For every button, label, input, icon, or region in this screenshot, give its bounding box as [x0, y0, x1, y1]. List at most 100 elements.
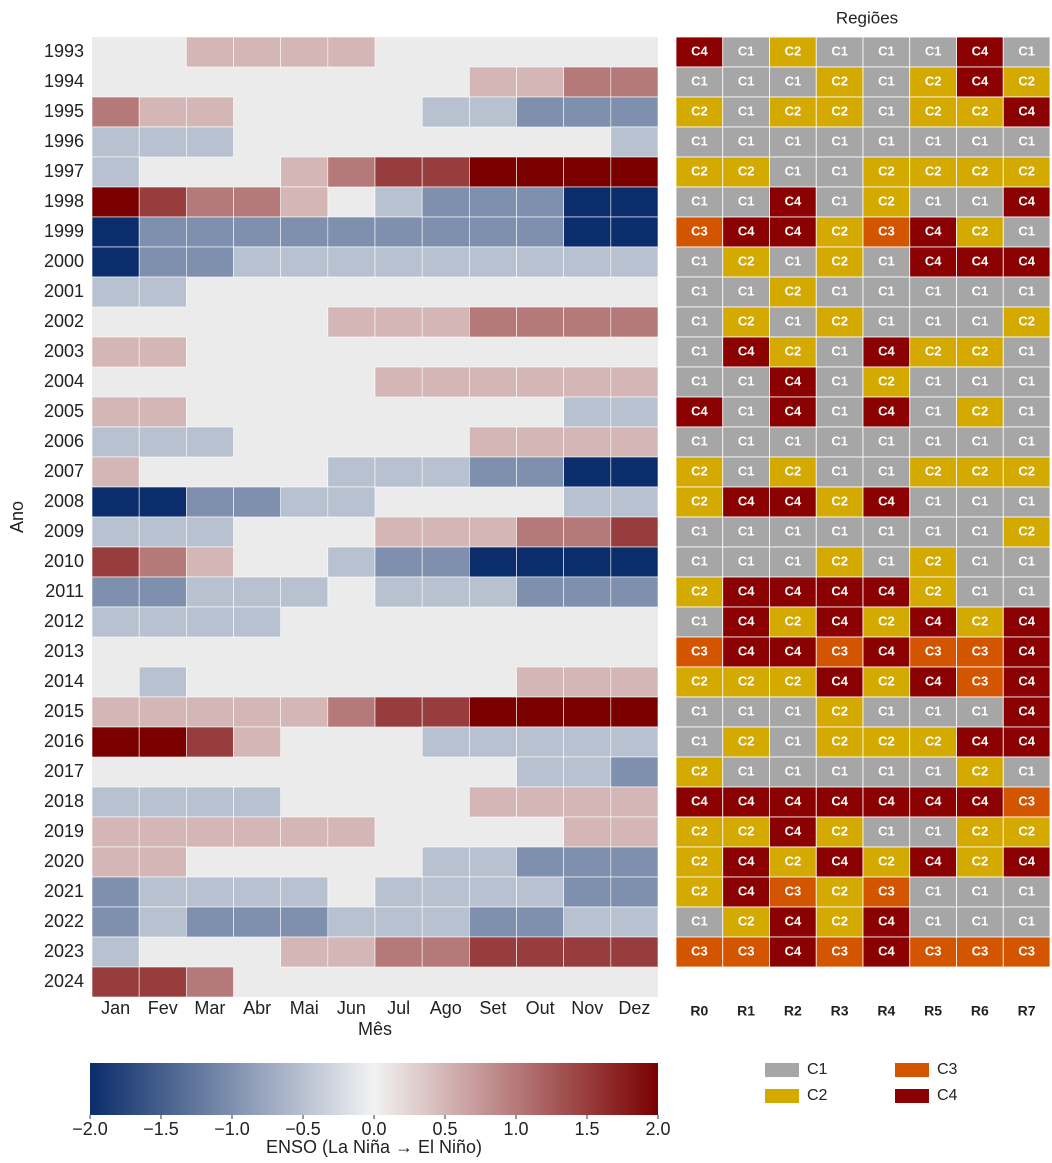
heat-cell — [469, 876, 517, 908]
heat-cell — [610, 456, 659, 488]
region-cell-label: C4 — [925, 223, 942, 238]
region-cell — [956, 876, 1004, 908]
region-cell-label: C4 — [878, 403, 895, 418]
heat-cell — [421, 516, 470, 548]
region-cell-label: C2 — [1018, 73, 1035, 88]
y-tick-label: 2022 — [44, 911, 84, 931]
heat-cell — [563, 366, 612, 398]
heat-cell — [610, 486, 659, 518]
x-tick-label: Mai — [290, 998, 319, 1018]
region-cell-label: C1 — [691, 703, 708, 718]
region-cell — [909, 96, 957, 128]
region-cell-label: C1 — [785, 73, 802, 88]
heat-cell — [516, 156, 564, 188]
region-cell — [722, 396, 770, 428]
region-cell-label: C1 — [831, 163, 848, 178]
region-cell-label: C2 — [831, 313, 848, 328]
region-cell-label: C4 — [1018, 613, 1035, 628]
heat-cell — [327, 906, 376, 938]
heat-cell — [516, 456, 564, 488]
region-cell — [909, 546, 957, 578]
region-cell-label: C2 — [831, 103, 848, 118]
region-cell-label: C1 — [972, 913, 989, 928]
y-tick-label: 2002 — [44, 311, 84, 331]
region-cell-label: C4 — [785, 403, 802, 418]
legend-label: C2 — [807, 1087, 828, 1104]
heat-cell — [374, 186, 423, 218]
heat-cell — [233, 816, 281, 848]
region-cell — [769, 216, 817, 248]
heat-cell — [91, 576, 140, 608]
region-cell-label: C4 — [691, 793, 708, 808]
heat-cell — [91, 876, 140, 908]
heat-cell — [516, 936, 564, 968]
region-label: R2 — [784, 1003, 802, 1019]
heat-cell — [516, 906, 564, 938]
region-cell-label: C2 — [738, 913, 755, 928]
region-cell-label: C1 — [738, 433, 755, 448]
heat-cell — [233, 246, 281, 278]
legend-swatch — [765, 1089, 799, 1103]
region-cell-label: C4 — [738, 853, 755, 868]
region-label: R6 — [971, 1003, 989, 1019]
heat-cell — [469, 786, 517, 818]
region-cell-label: C3 — [925, 943, 942, 958]
region-cell-label: C4 — [972, 733, 989, 748]
heat-cell — [610, 216, 659, 248]
heat-cell — [186, 486, 234, 518]
region-cell — [722, 816, 770, 848]
region-cell — [815, 756, 864, 788]
region-cell-label: C1 — [1018, 343, 1035, 358]
region-cell-label: C1 — [831, 43, 848, 58]
region-cell-label: C4 — [785, 943, 802, 958]
region-cell-label: C1 — [878, 553, 895, 568]
heat-cell — [610, 126, 659, 158]
y-tick-label: 2001 — [44, 281, 84, 301]
region-label: R3 — [831, 1003, 849, 1019]
region-cell-label: C4 — [785, 223, 802, 238]
heat-cell — [280, 156, 329, 188]
region-cell-label: C1 — [925, 283, 942, 298]
region-cell — [675, 576, 724, 608]
region-cell — [1002, 66, 1051, 98]
colorbar-tick-label: 0.5 — [432, 1119, 457, 1139]
region-cell-label: C2 — [925, 463, 942, 478]
heat-cell — [469, 156, 517, 188]
heat-cell — [91, 456, 140, 488]
region-cell — [769, 306, 817, 338]
region-cell-label: C2 — [972, 613, 989, 628]
region-cell — [956, 696, 1004, 728]
region-cell-label: C2 — [785, 283, 802, 298]
heat-cell — [516, 666, 564, 698]
region-cell — [769, 666, 817, 698]
heat-cell — [186, 216, 234, 248]
heat-cell — [91, 816, 140, 848]
heat-cell — [516, 186, 564, 218]
region-cell-label: C2 — [785, 463, 802, 478]
region-cell-label: C1 — [785, 133, 802, 148]
region-cell — [1002, 426, 1051, 458]
y-tick-label: 2009 — [44, 521, 84, 541]
region-cell-label: C1 — [738, 283, 755, 298]
region-cell-label: C1 — [925, 403, 942, 418]
heat-cell — [186, 876, 234, 908]
heat-cell — [421, 936, 470, 968]
heat-cell — [233, 606, 281, 638]
region-cell-label: C2 — [878, 193, 895, 208]
region-cell — [722, 576, 770, 608]
region-cell-label: C1 — [738, 103, 755, 118]
region-cell — [909, 936, 957, 968]
region-cell — [675, 426, 724, 458]
y-tick-label: 2013 — [44, 641, 84, 661]
region-cell-label: C4 — [972, 43, 989, 58]
region-cell-label: C1 — [878, 433, 895, 448]
heat-cell — [327, 36, 376, 68]
region-cell — [722, 846, 770, 878]
heat-cell — [469, 96, 517, 128]
region-cell-label: C1 — [972, 493, 989, 508]
region-cell-label: C1 — [878, 103, 895, 118]
region-cell-label: C1 — [691, 373, 708, 388]
region-cell — [956, 666, 1004, 698]
region-cell — [815, 156, 864, 188]
heat-cell — [563, 486, 612, 518]
